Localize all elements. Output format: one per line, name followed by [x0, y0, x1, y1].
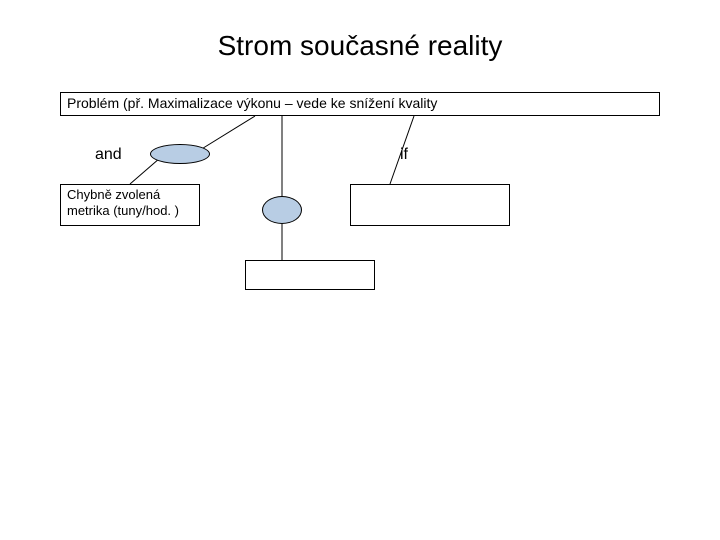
page-title: Strom současné reality: [0, 30, 720, 62]
cause-left-box: Chybně zvolená metrika (tuny/hod. ): [60, 184, 200, 226]
problem-box-text: Problém (př. Maximalizace výkonu – vede …: [67, 95, 437, 111]
if-label: if: [400, 146, 408, 164]
if-junction-ellipse: [262, 196, 302, 224]
cause-right-box: [350, 184, 510, 226]
cause-left-box-text: Chybně zvolená metrika (tuny/hod. ): [67, 187, 179, 218]
cause-bottom-box: [245, 260, 375, 290]
and-label: and: [95, 146, 122, 164]
problem-box: Problém (př. Maximalizace výkonu – vede …: [60, 92, 660, 116]
and-junction-ellipse: [150, 144, 210, 164]
